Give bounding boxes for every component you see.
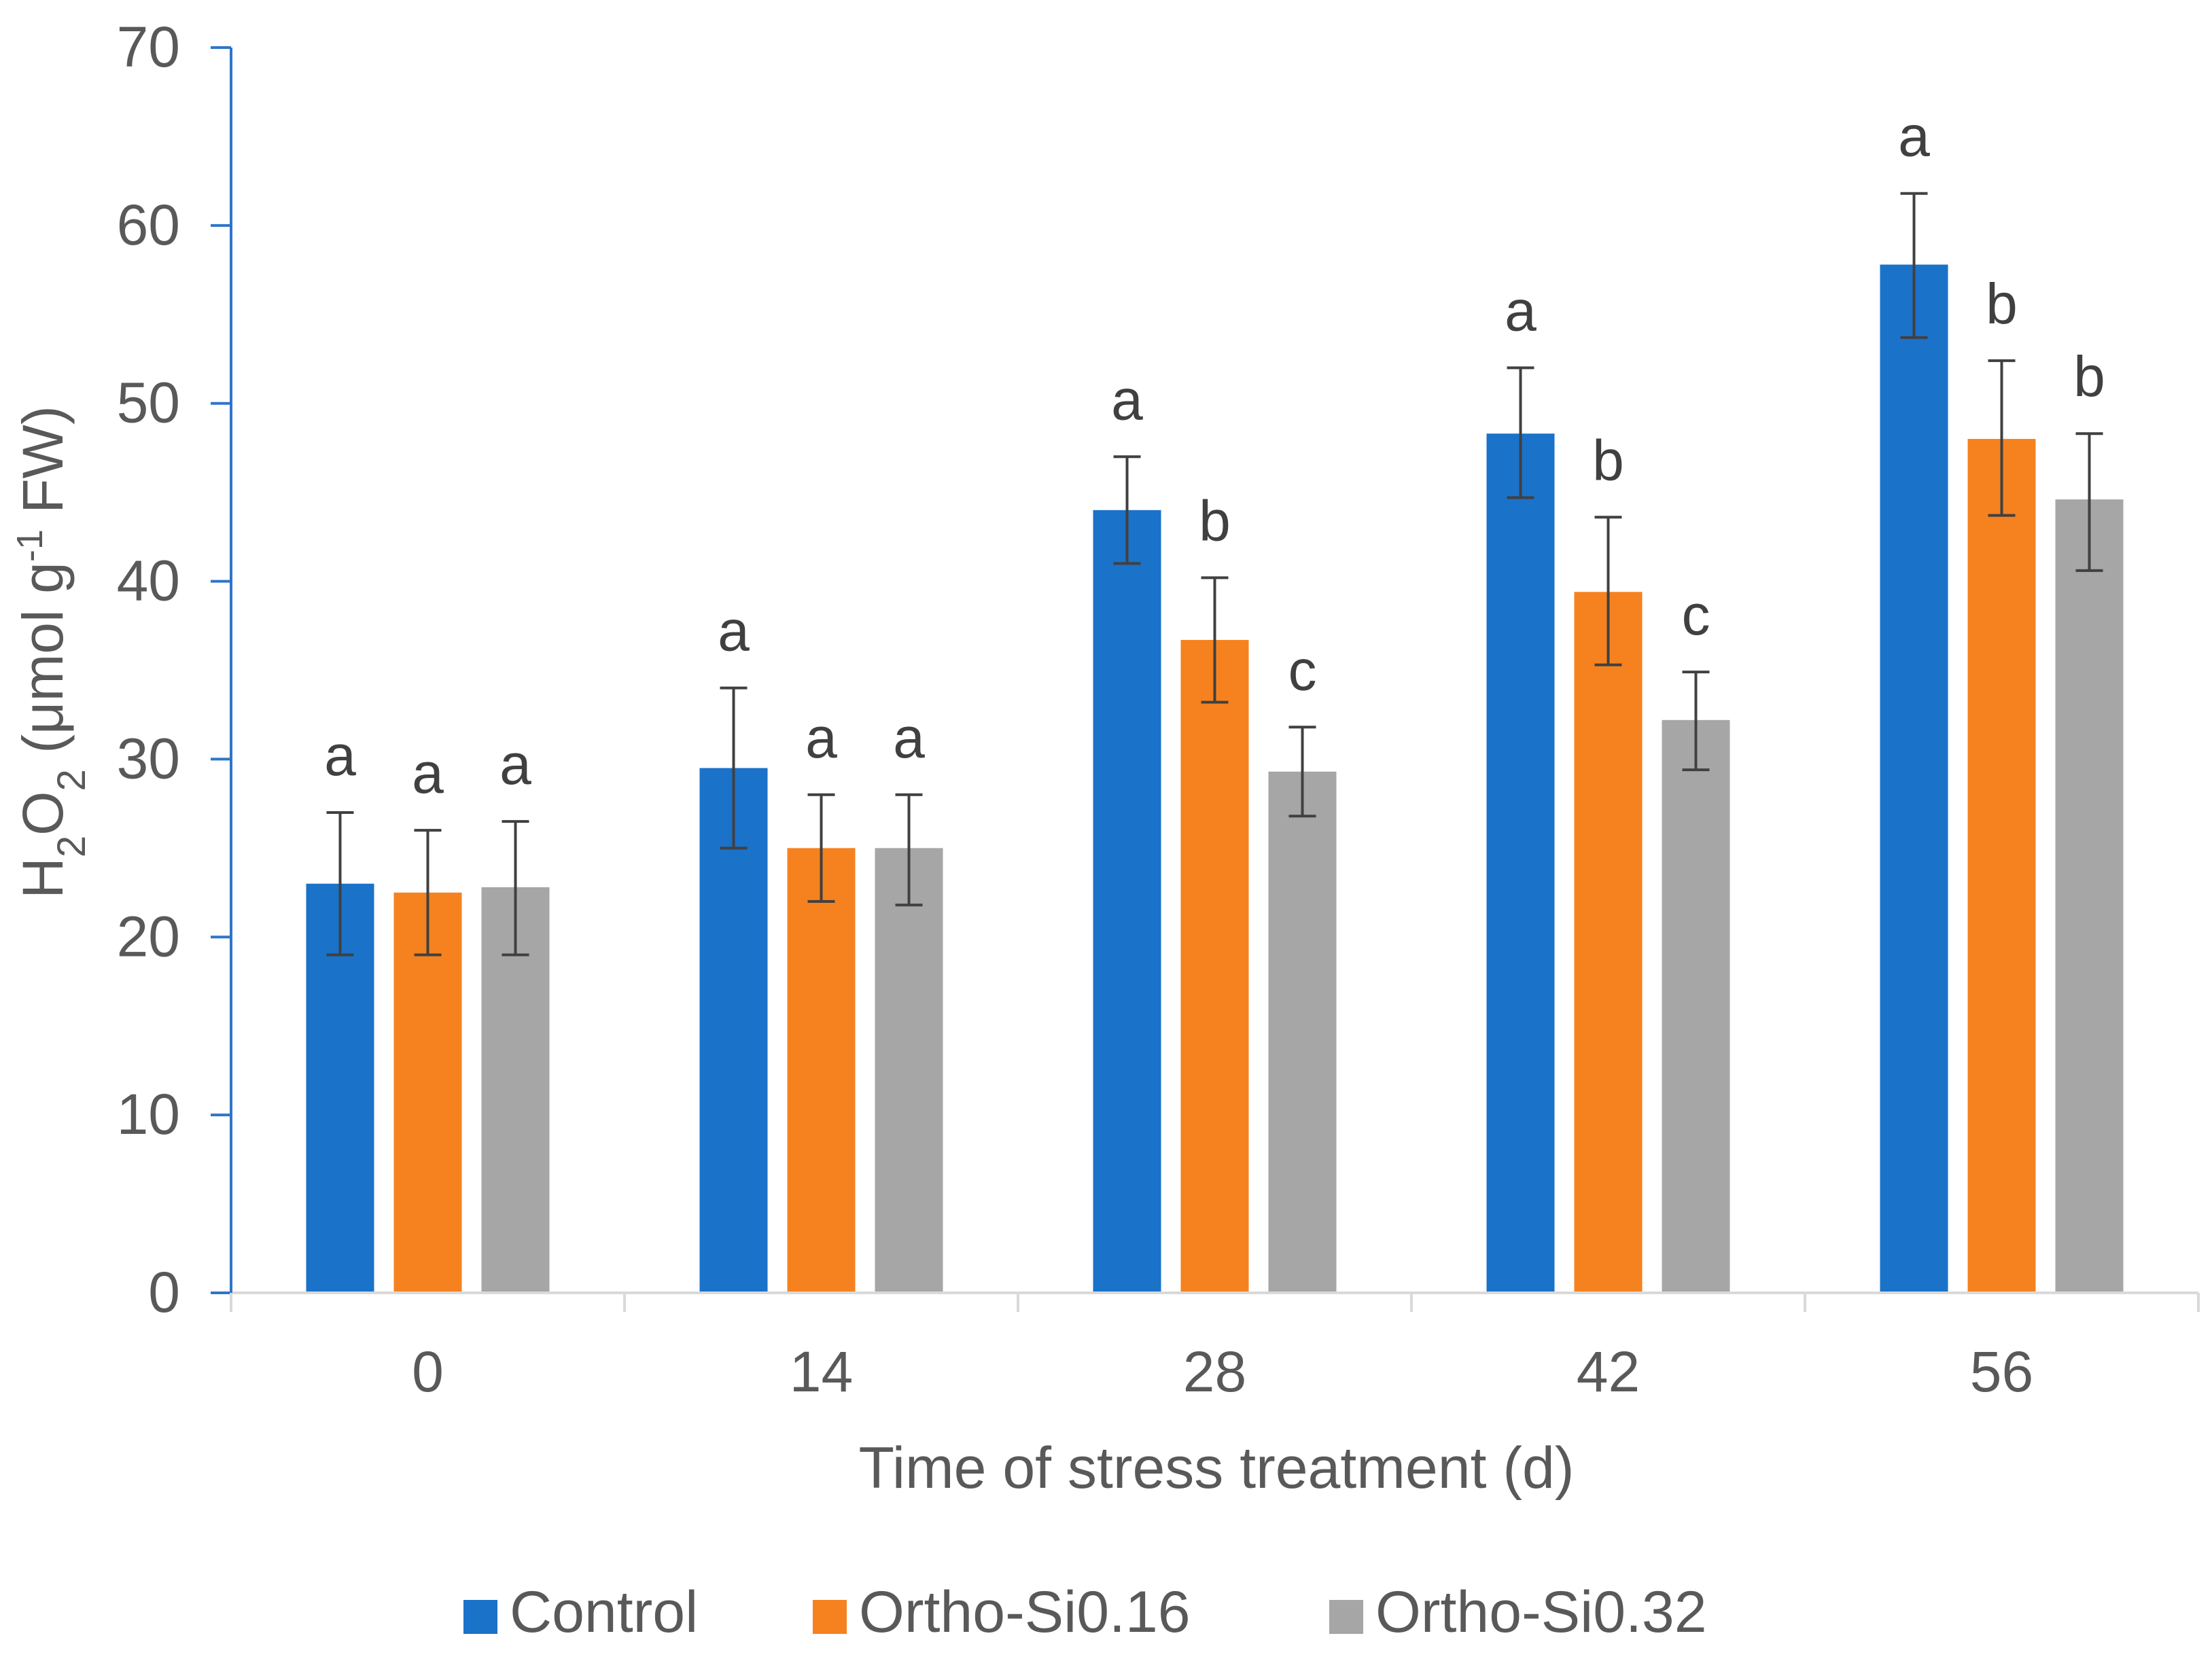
y-tick-label-10: 10 (117, 1082, 180, 1146)
y-title-unit-b: FW) (11, 406, 75, 529)
significance-letter-ortho-si0-32-42: c (1682, 583, 1710, 647)
bar-ortho-si0-16-0 (393, 892, 462, 1293)
significance-letter-ortho-si0-32-14: a (893, 706, 925, 770)
bar-ortho-si0-16-14 (787, 848, 856, 1293)
significance-letter-control-56: a (1898, 105, 1930, 168)
bar-control-28 (1093, 510, 1161, 1293)
legend-swatch-control (463, 1600, 497, 1634)
x-tick-label-28: 28 (1183, 1340, 1246, 1404)
significance-letter-control-0: a (324, 724, 356, 787)
error-bars-layer (326, 192, 2103, 957)
significance-letter-ortho-si0-16-56: b (1986, 272, 2018, 336)
legend-label-ortho-si016: Ortho-Si0.16 (859, 1580, 1191, 1645)
significance-letter-control-42: a (1505, 279, 1537, 342)
x-tick-label-56: 56 (1970, 1340, 2033, 1404)
legend: Control Ortho-Si0.16 Ortho-Si0.32 (463, 1580, 1707, 1645)
x-tick-label-14: 14 (790, 1340, 853, 1404)
bar-ortho-si0-16-28 (1180, 639, 1249, 1293)
significance-letter-ortho-si0-32-56: b (2073, 344, 2105, 408)
bars-layer (306, 264, 2124, 1294)
x-axis-title: Time of stress treatment (d) (859, 1436, 1575, 1501)
y-tick-label-40: 40 (117, 549, 180, 613)
y-title-sub1: 2 (50, 836, 94, 857)
y-tick-label-60: 60 (117, 193, 180, 257)
axes-layer (230, 48, 2198, 1294)
significance-letter-ortho-si0-32-0: a (499, 732, 531, 796)
y-ticks-layer: 0 10 20 30 40 50 60 70 (117, 15, 231, 1324)
y-tick-label-0: 0 (148, 1260, 180, 1324)
y-axis-title: H2O2 (μmol g-1 FW) (10, 406, 94, 899)
significance-letter-control-28: a (1111, 368, 1143, 431)
bar-ortho-si0-32-42 (1662, 719, 1730, 1293)
legend-swatch-ortho-si032 (1329, 1600, 1363, 1634)
significance-letter-ortho-si0-16-0: a (412, 741, 444, 805)
bar-ortho-si0-32-28 (1268, 771, 1337, 1293)
y-title-o: O (11, 791, 75, 836)
bar-ortho-si0-32-56 (2055, 499, 2124, 1293)
bar-control-42 (1486, 433, 1555, 1293)
y-title-h: H (11, 857, 75, 899)
x-ticks-layer: 0 14 28 42 56 (230, 1293, 2200, 1404)
bar-ortho-si0-16-42 (1574, 592, 1643, 1293)
y-tick-label-70: 70 (117, 15, 180, 79)
y-tick-label-20: 20 (117, 904, 180, 968)
significance-letter-ortho-si0-32-28: c (1288, 638, 1317, 702)
significance-letter-ortho-si0-16-42: b (1592, 428, 1624, 492)
bar-ortho-si0-16-56 (1967, 439, 2036, 1293)
legend-label-ortho-si032: Ortho-Si0.32 (1375, 1580, 1707, 1645)
legend-swatch-ortho-si016 (813, 1600, 847, 1634)
significance-letter-ortho-si0-16-14: a (805, 706, 837, 770)
x-tick-label-42: 42 (1577, 1340, 1640, 1404)
bar-control-56 (1880, 264, 1948, 1294)
significance-letter-ortho-si0-16-28: b (1199, 488, 1231, 552)
y-tick-label-30: 30 (117, 726, 180, 790)
legend-label-control: Control (510, 1580, 698, 1645)
bar-ortho-si0-32-14 (875, 848, 943, 1293)
bar-control-14 (699, 768, 768, 1293)
y-tick-label-50: 50 (117, 371, 180, 435)
significance-letter-control-14: a (718, 599, 750, 663)
y-title-sup: -1 (10, 529, 50, 562)
y-title-sub2: 2 (50, 769, 94, 791)
y-title-unit-a: (μmol g (11, 562, 75, 769)
x-tick-label-0: 0 (412, 1340, 444, 1404)
